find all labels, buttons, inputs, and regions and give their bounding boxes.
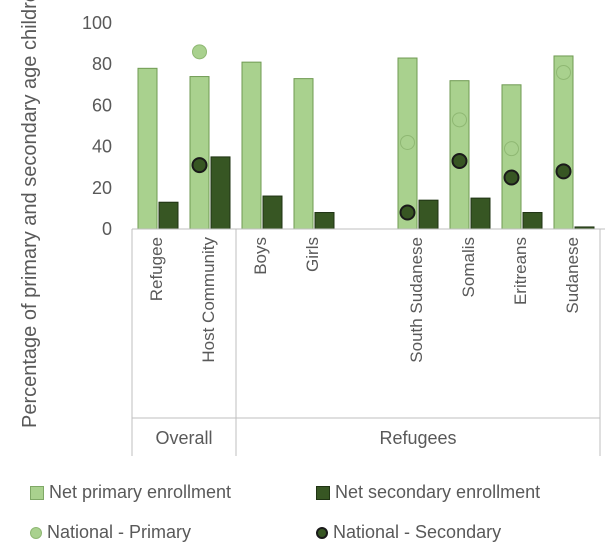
bar-net-secondary-enrollment-south-sudanese	[418, 199, 439, 230]
legend-label-national-secondary: National - Secondary	[333, 522, 502, 542]
bar-net-secondary-enrollment-refugee	[158, 201, 179, 230]
marker-national-primary-somalis	[452, 112, 467, 128]
legend-row-2: National - Primary National - Secondary	[0, 522, 607, 546]
bar-net-primary-enrollment-sudanese	[553, 55, 574, 230]
marker-national-primary-sudanese	[556, 64, 571, 80]
y-tick-label-60: 60	[92, 95, 112, 115]
y-axis: 0 20 40 60 80 100	[82, 13, 112, 239]
x-tick-label-refugee: Refugee	[147, 237, 166, 301]
bar-net-primary-enrollment-refugee	[137, 67, 158, 230]
marker-national-secondary-eritreans	[503, 169, 520, 186]
legend-label-national-primary: National - Primary	[47, 522, 192, 542]
legend-marker-national-secondary	[316, 526, 328, 539]
marker-national-primary-host-community	[192, 44, 207, 60]
x-tick-label-somalis: Somalis	[459, 237, 478, 297]
bar-net-secondary-enrollment-eritreans	[522, 212, 543, 230]
bar-net-secondary-enrollment-host-community	[210, 156, 231, 230]
marker-national-secondary-somalis	[451, 153, 468, 170]
marker-national-primary-south-sudanese	[400, 134, 415, 150]
y-tick-label-40: 40	[92, 137, 112, 157]
bar-net-secondary-enrollment-girls	[314, 212, 335, 230]
legend-swatch-net-primary	[30, 485, 44, 500]
bar-net-primary-enrollment-boys	[241, 61, 262, 230]
bar-net-secondary-enrollment-somalis	[470, 197, 491, 230]
bar-net-primary-enrollment-girls	[293, 78, 314, 230]
marker-national-secondary-sudanese	[555, 163, 572, 180]
marker-national-secondary-south-sudanese	[399, 204, 416, 221]
legend-label-net-primary: Net primary enrollment	[49, 482, 232, 502]
marker-national-secondary-host-community	[191, 157, 208, 174]
y-tick-label-80: 80	[92, 54, 112, 74]
legend-label-net-secondary: Net secondary enrollment	[335, 482, 541, 502]
legend-item-national-secondary: National - Secondary	[316, 522, 501, 543]
x-tick-label-south-sudanese: South Sudanese	[407, 237, 426, 363]
marker-national-primary-eritreans	[504, 141, 519, 157]
legend-row-1: Net primary enrollment Net secondary enr…	[0, 482, 607, 506]
bar-net-primary-enrollment-eritreans	[501, 84, 522, 230]
legend-item-net-primary: Net primary enrollment	[30, 482, 231, 503]
y-tick-label-100: 100	[82, 13, 112, 33]
legend-swatch-net-secondary	[316, 485, 330, 500]
group-label-refugees: Refugees	[379, 428, 456, 448]
y-axis-label: Percentage of primary and secondary age …	[19, 0, 41, 428]
legend-marker-national-primary	[30, 526, 42, 539]
markers	[191, 44, 572, 221]
x-tick-label-boys: Boys	[251, 237, 270, 275]
legend-item-national-primary: National - Primary	[30, 522, 191, 543]
x-tick-label-host-community: Host Community	[199, 237, 218, 363]
x-tick-label-sudanese: Sudanese	[563, 237, 582, 314]
x-axis: Refugee Host Community Boys Girls South Suda…	[131, 228, 605, 456]
x-tick-label-eritreans: Eritreans	[511, 237, 530, 305]
group-label-overall: Overall	[155, 428, 212, 448]
legend-item-net-secondary: Net secondary enrollment	[316, 482, 540, 503]
bars	[137, 55, 595, 230]
bar-net-primary-enrollment-host-community	[189, 76, 210, 230]
x-tick-label-girls: Girls	[303, 237, 322, 272]
y-tick-label-0: 0	[102, 219, 112, 239]
y-tick-label-20: 20	[92, 178, 112, 198]
bar-net-secondary-enrollment-boys	[262, 195, 283, 230]
